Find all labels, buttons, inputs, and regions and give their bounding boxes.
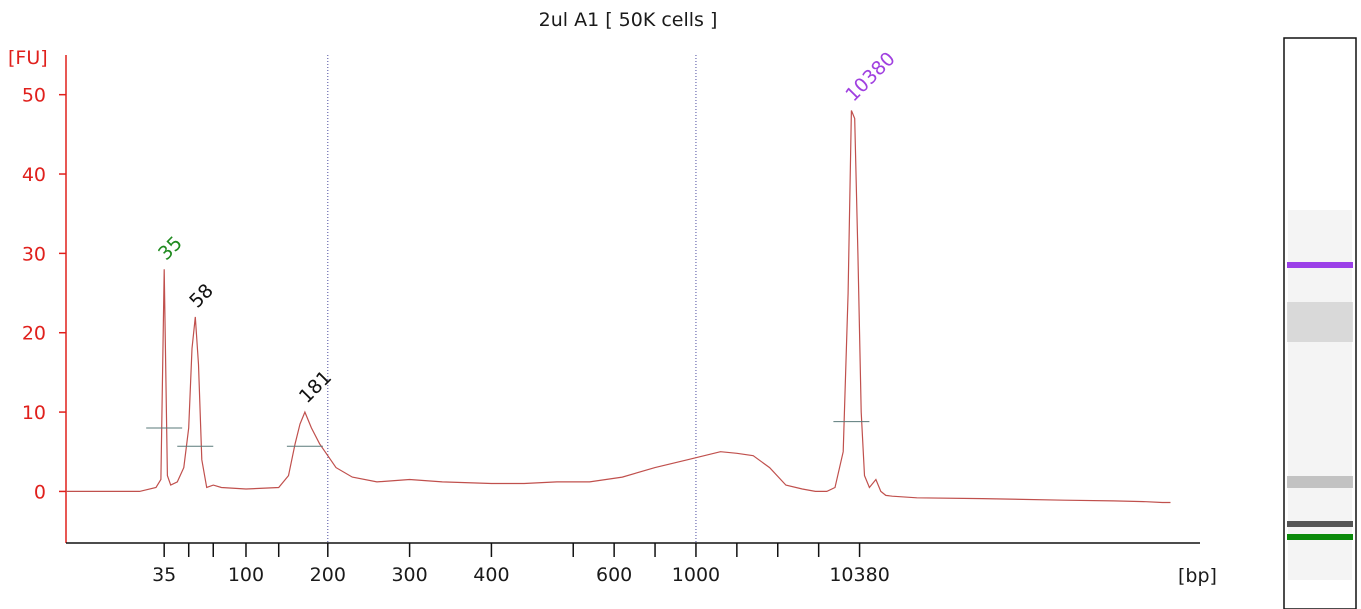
plot-area: 0 10 20 30 40 50 35 100 200 300 400 600 1000 10380 35 5… [22,48,1200,586]
peak-label: 35 [154,232,187,265]
gel-lane [1283,37,1357,609]
y-tick-label: 50 [22,85,46,107]
peak-label: 181 [295,366,336,407]
gel-lane-background [1288,210,1352,580]
gel-band [1287,302,1353,342]
x-tick-label: 35 [152,564,176,586]
y-tick-label: 30 [22,243,46,265]
gel-band [1287,476,1353,488]
chart-title: 2ul A1 [ 50K cells ] [539,9,718,31]
gel-band [1287,534,1353,540]
x-tick-label: 400 [473,564,509,586]
peak-label: 58 [185,280,218,313]
trace-line [66,110,1171,504]
peak-label: 10380 [841,48,899,106]
x-tick-label: 10380 [829,564,889,586]
y-tick-label: 20 [22,323,46,345]
y-tick-label: 10 [22,402,46,424]
y-tick-label: 0 [34,481,46,503]
x-tick-label: 300 [391,564,427,586]
x-tick-label: 600 [596,564,632,586]
gel-band [1287,521,1353,527]
x-tick-label: 200 [310,564,346,586]
x-tick-label: 100 [228,564,264,586]
y-axis-unit: [FU] [8,47,48,69]
x-tick-label: 1000 [672,564,720,586]
y-tick-label: 40 [22,164,46,186]
x-axis-unit: [bp] [1178,565,1217,587]
gel-band [1287,262,1353,268]
